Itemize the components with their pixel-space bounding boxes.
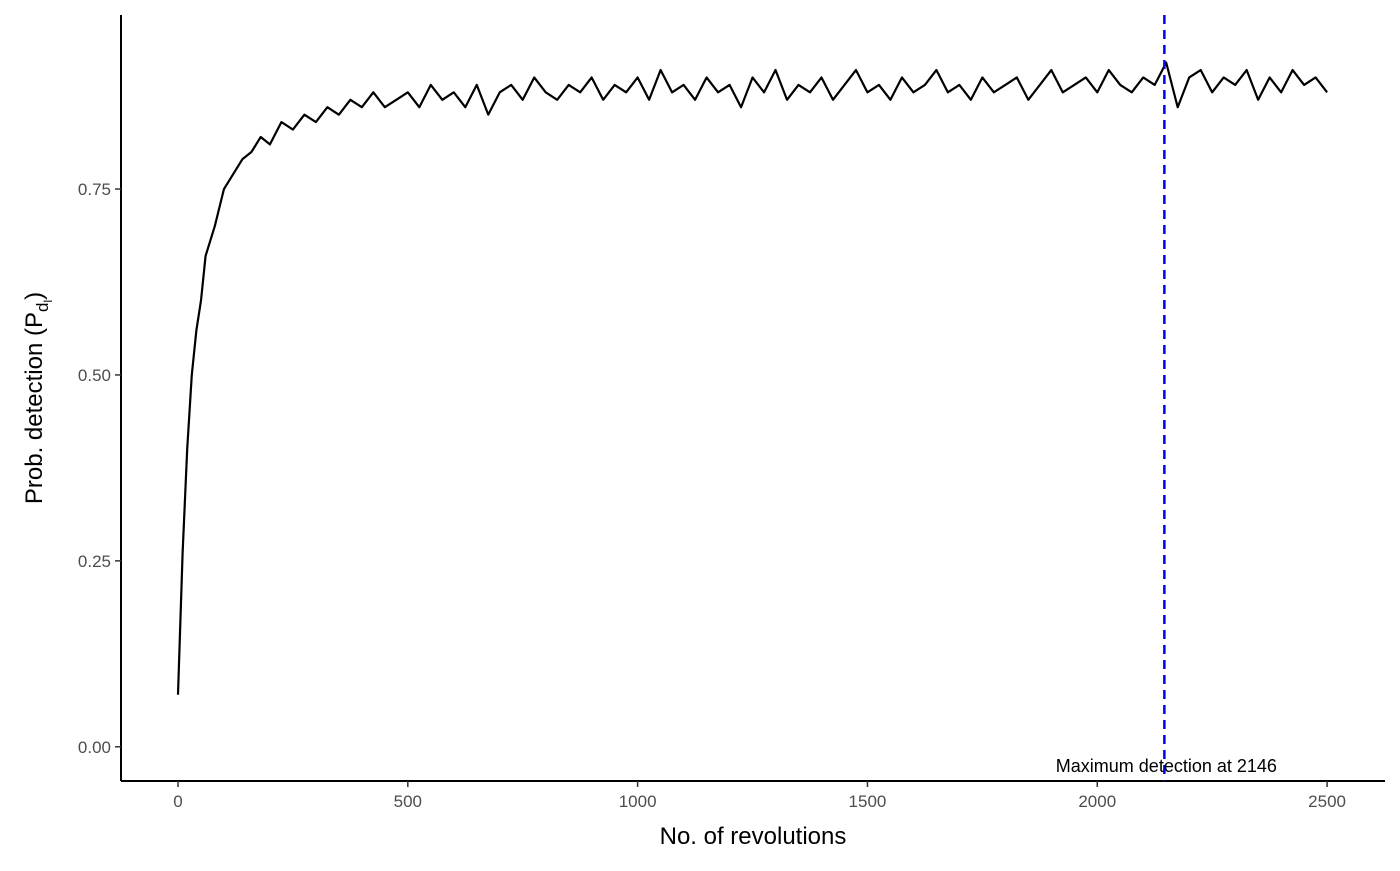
x-tick-label: 1500 [849,792,887,811]
x-tick-label: 2000 [1078,792,1116,811]
y-tick-label: 0.50 [78,366,111,385]
x-tick-label: 1000 [619,792,657,811]
x-tick-label: 0 [173,792,182,811]
y-axis-title-main: Prob. detection (P [21,312,48,504]
x-tick-label: 500 [394,792,422,811]
y-axis-title: Prob. detection (Pdl) [21,292,55,504]
y-axis-title-subsub: l [41,300,55,303]
annotation: Maximum detection at 2146 [1056,756,1277,776]
y-axis-title-close: ) [21,292,48,300]
data-line [176,61,1328,695]
y-axis-title-sub: d [33,303,52,312]
x-axis-title: No. of revolutions [660,823,847,850]
y-tick-label: 0.25 [78,552,111,571]
y-tick-label: 0.00 [78,738,111,757]
y-tick-label: 0.75 [78,180,111,199]
x-tick-label: 2500 [1308,792,1346,811]
